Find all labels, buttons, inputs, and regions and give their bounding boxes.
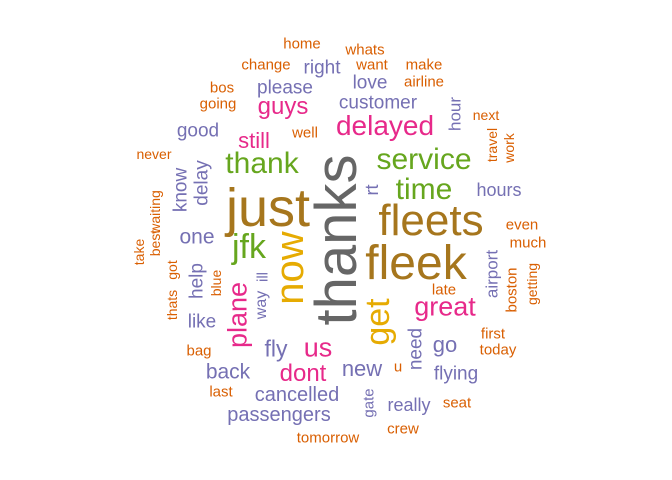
word-bos: bos (209, 79, 235, 97)
word-guys: guys (257, 93, 309, 120)
word-much: much (509, 234, 547, 252)
word-us: us (303, 332, 333, 363)
word-dont: dont (279, 360, 327, 387)
word-one: one (179, 225, 215, 249)
word-like: like (187, 311, 217, 333)
word-rt: rt (362, 184, 382, 196)
word-got: got (164, 260, 180, 280)
word-getting: getting (524, 262, 540, 306)
word-flying: flying (433, 363, 479, 385)
word-get: get (359, 298, 397, 346)
word-delay: delay (191, 160, 213, 206)
word-first: first (480, 325, 506, 343)
word-really: really (387, 395, 431, 415)
word-cancelled: cancelled (254, 384, 340, 406)
word-just: just (225, 178, 311, 238)
word-thats: thats (164, 289, 180, 321)
word-plane: plane (222, 281, 253, 349)
word-u: u (393, 358, 403, 376)
word-tomorrow: tomorrow (296, 429, 360, 447)
word-best: best (147, 229, 163, 257)
word-ill: ill (254, 272, 272, 282)
word-passengers: passengers (227, 404, 331, 426)
word-blue: blue (208, 269, 224, 297)
word-make: make (405, 56, 443, 74)
word-hour: hour (445, 96, 465, 132)
word-work: work (501, 133, 517, 163)
word-boston: boston (503, 267, 521, 313)
word-travel: travel (484, 127, 500, 163)
word-still: still (238, 128, 270, 153)
word-way: way (253, 290, 270, 320)
word-waiting: waiting (147, 190, 163, 234)
word-bag: bag (186, 342, 212, 360)
word-airline: airline (403, 73, 445, 91)
word-even: even (505, 216, 539, 234)
word-help: help (186, 263, 208, 299)
word-want: want (356, 56, 388, 74)
word-change: change (241, 56, 291, 74)
word-need: need (405, 327, 427, 371)
word-going: going (199, 95, 237, 113)
word-whats: whats (345, 41, 385, 59)
word-late: late (431, 281, 457, 299)
word-take: take (131, 238, 147, 266)
word-jfk: jfk (232, 228, 266, 266)
word-fly: fly (264, 335, 288, 362)
word-gate: gate (360, 388, 378, 418)
word-new: new (341, 356, 383, 381)
word-customer: customer (338, 92, 418, 114)
word-right: right (303, 57, 341, 79)
word-seat: seat (442, 394, 472, 412)
word-good: good (176, 120, 220, 142)
word-thank: thank (225, 147, 299, 180)
word-never: never (136, 146, 172, 162)
word-service: service (376, 143, 472, 176)
word-delayed: delayed (335, 110, 435, 141)
word-time: time (395, 173, 453, 206)
word-now: now (268, 231, 312, 305)
word-home: home (283, 35, 321, 53)
word-next: next (472, 107, 500, 123)
word-please: please (257, 77, 313, 99)
word-today: today (479, 341, 517, 359)
word-well: well (292, 124, 318, 142)
word-know: know (170, 167, 192, 213)
word-crew: crew (387, 420, 419, 438)
word-airport: airport (482, 249, 502, 299)
word-last: last (209, 383, 233, 401)
word-great: great (414, 291, 476, 322)
word-fleek: fleek (365, 237, 467, 290)
word-thanks: thanks (304, 154, 369, 326)
word-fleets: fleets (378, 196, 484, 245)
word-back: back (205, 360, 251, 384)
word-go: go (432, 332, 458, 357)
word-hours: hours (476, 180, 522, 200)
word-love: love (352, 72, 388, 94)
